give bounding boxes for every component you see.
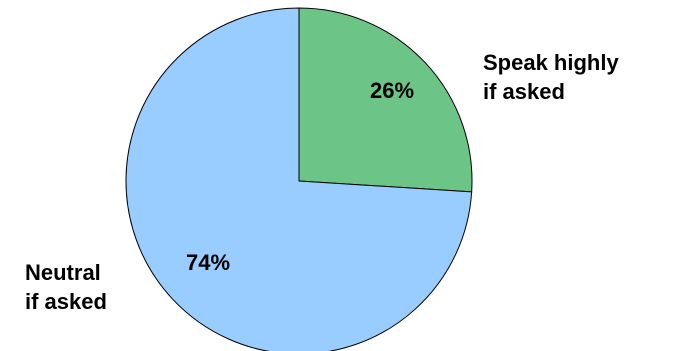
slice-value-label-0: 26% (370, 78, 414, 103)
pie-slice-1 (125, 7, 473, 351)
slice-value-label-1: 74% (186, 250, 230, 275)
slice-category-line: Neutral (25, 260, 101, 285)
pie-slice-0 (298, 7, 473, 193)
slice-category-line: if asked (25, 289, 107, 314)
slice-category-line: if asked (483, 79, 565, 104)
slice-category-label-0: Speak highly if asked (483, 50, 619, 104)
slice-category-line: Speak highly (483, 50, 619, 75)
slice-category-label-1: Neutral if asked (25, 260, 107, 314)
